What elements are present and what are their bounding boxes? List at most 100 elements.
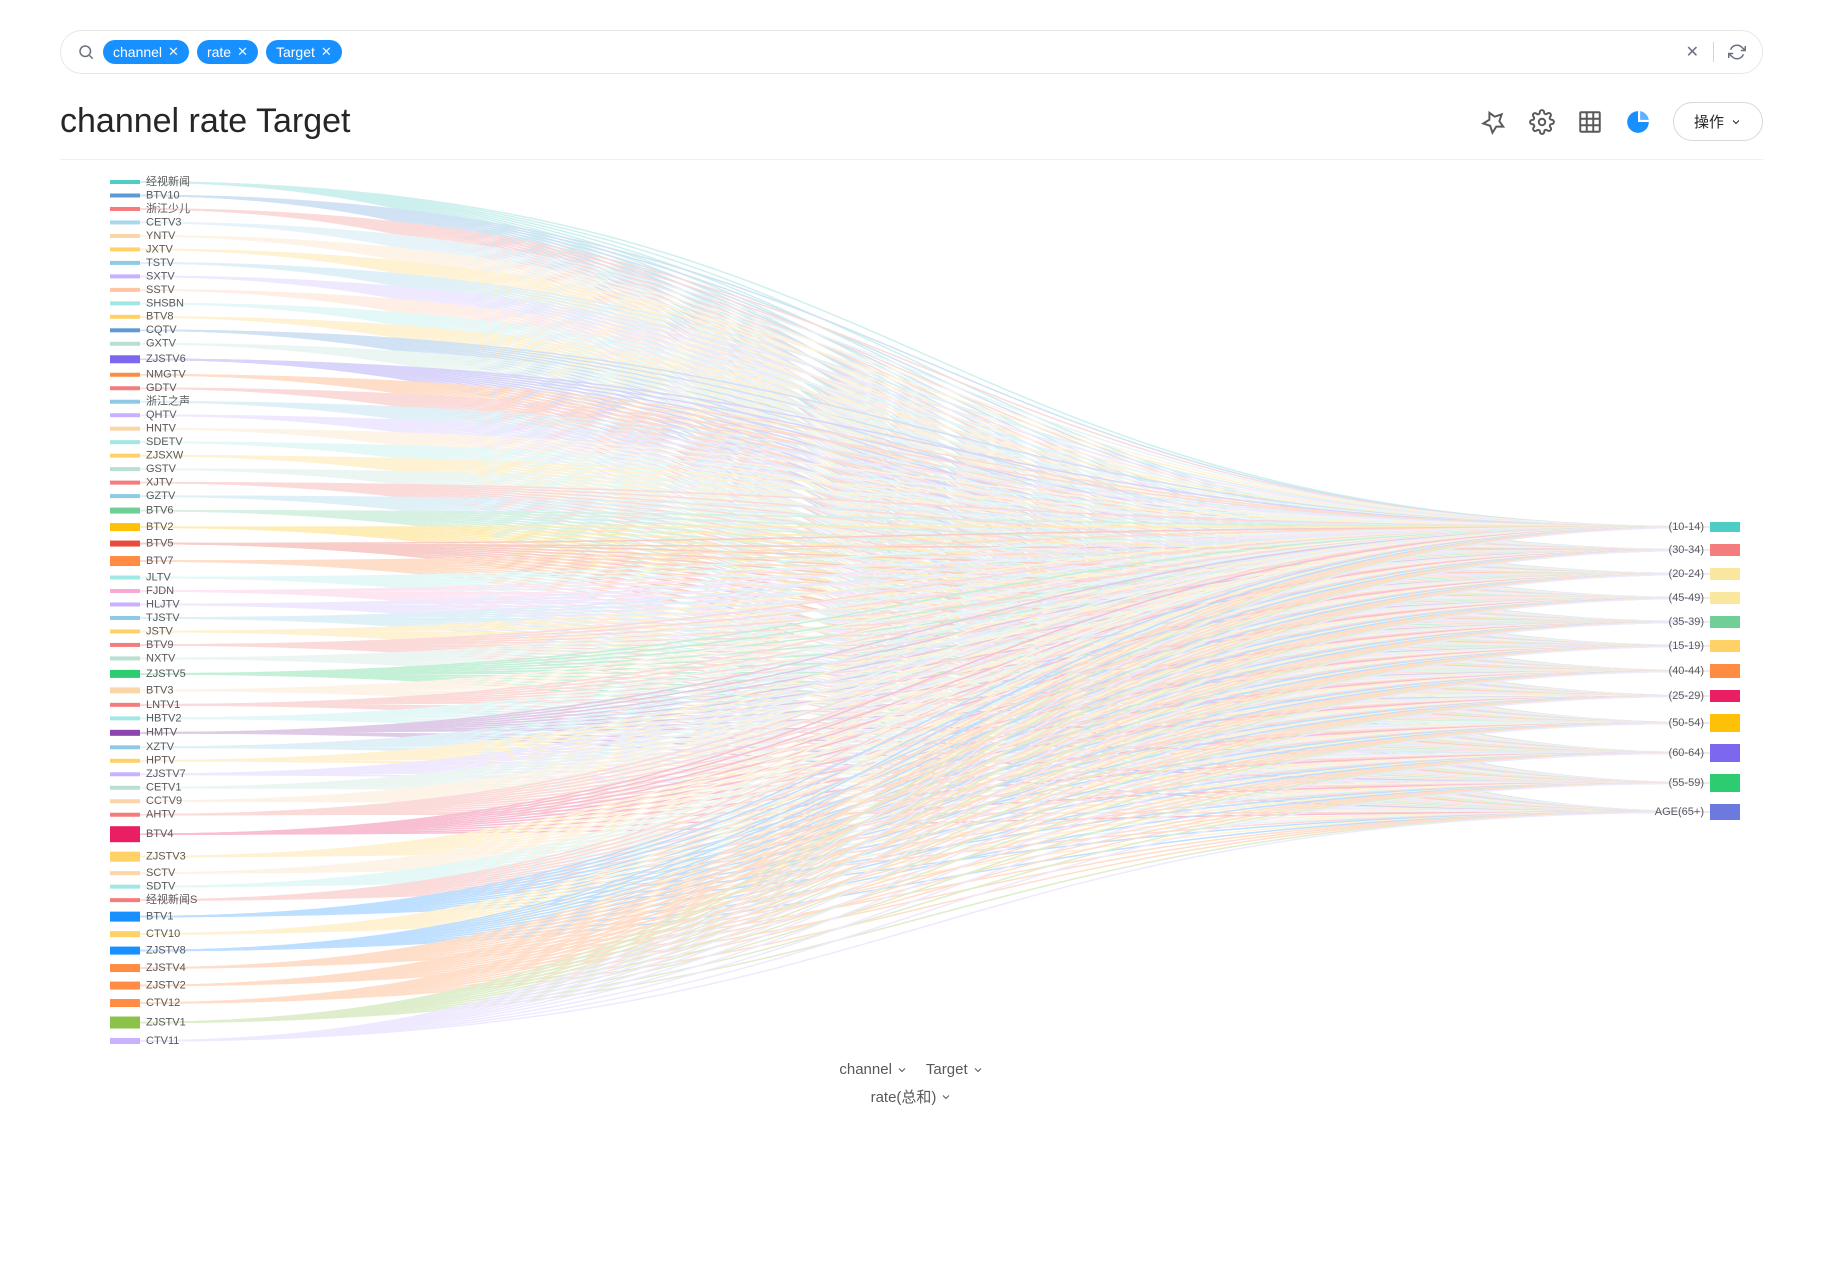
- search-bar[interactable]: channel ✕ rate ✕ Target ✕ ✕: [60, 30, 1763, 74]
- svg-text:(10-14): (10-14): [1669, 521, 1704, 533]
- svg-text:HPTV: HPTV: [146, 755, 176, 767]
- svg-text:QHTV: QHTV: [146, 409, 177, 421]
- close-icon[interactable]: ✕: [321, 44, 332, 60]
- tag-label: Target: [276, 44, 315, 60]
- axis-label-text: Target: [926, 1061, 968, 1078]
- svg-text:YNTV: YNTV: [146, 230, 176, 242]
- svg-text:AGE(65+): AGE(65+): [1655, 806, 1704, 818]
- svg-text:HMTV: HMTV: [146, 727, 178, 739]
- axis-labels: channel Target rate(总和): [60, 1061, 1763, 1107]
- svg-text:GZTV: GZTV: [146, 490, 176, 502]
- svg-text:经视新闻S: 经视新闻S: [146, 892, 197, 906]
- action-label: 操作: [1694, 111, 1724, 132]
- svg-text:BTV2: BTV2: [146, 521, 174, 533]
- chevron-down-icon: [1730, 116, 1742, 128]
- svg-text:CTV11: CTV11: [146, 1035, 179, 1047]
- axis-measure-rate[interactable]: rate(总和): [871, 1086, 953, 1107]
- svg-text:NMGTV: NMGTV: [146, 369, 186, 381]
- axis-label-text: channel: [839, 1061, 892, 1078]
- axis-dim-target[interactable]: Target: [926, 1061, 984, 1078]
- svg-text:(45-49): (45-49): [1669, 592, 1704, 604]
- svg-text:XZTV: XZTV: [146, 741, 175, 753]
- refresh-icon[interactable]: [1728, 43, 1746, 61]
- svg-text:CTV12: CTV12: [146, 997, 180, 1009]
- tag-channel[interactable]: channel ✕: [103, 40, 189, 64]
- svg-text:HLJTV: HLJTV: [146, 598, 180, 610]
- chevron-down-icon: [940, 1091, 952, 1103]
- page-title: channel rate Target: [60, 102, 350, 141]
- svg-text:SDETV: SDETV: [146, 436, 183, 448]
- table-icon[interactable]: [1577, 109, 1603, 135]
- svg-text:SDTV: SDTV: [146, 881, 176, 893]
- svg-text:(60-64): (60-64): [1669, 747, 1704, 759]
- svg-text:(25-29): (25-29): [1669, 690, 1704, 702]
- toolbar: 操作: [1481, 102, 1763, 141]
- action-button[interactable]: 操作: [1673, 102, 1763, 141]
- svg-text:经视新闻: 经视新闻: [146, 174, 190, 188]
- svg-text:GSTV: GSTV: [146, 463, 177, 475]
- svg-text:浙江之声: 浙江之声: [146, 394, 190, 408]
- pin-icon[interactable]: [1481, 109, 1507, 135]
- svg-text:ZJSTV7: ZJSTV7: [146, 768, 186, 780]
- svg-text:SXTV: SXTV: [146, 270, 175, 282]
- svg-text:JXTV: JXTV: [146, 243, 174, 255]
- svg-text:SHSBN: SHSBN: [146, 297, 184, 309]
- tag-label: rate: [207, 44, 231, 60]
- search-icon: [77, 43, 95, 61]
- svg-text:HBTV2: HBTV2: [146, 712, 181, 724]
- tag-rate[interactable]: rate ✕: [197, 40, 258, 64]
- svg-text:GDTV: GDTV: [146, 382, 177, 394]
- svg-text:BTV10: BTV10: [146, 189, 180, 201]
- svg-text:FJDN: FJDN: [146, 585, 174, 597]
- svg-text:BTV3: BTV3: [146, 684, 174, 696]
- svg-text:SCTV: SCTV: [146, 867, 176, 879]
- svg-text:TSTV: TSTV: [146, 257, 175, 269]
- svg-text:BTV9: BTV9: [146, 639, 174, 651]
- sankey-chart: 经视新闻BTV10浙江少儿CETV3 YNTVJXTV TSTVSXTV SSTVSH…: [60, 172, 1763, 1057]
- chevron-down-icon: [972, 1064, 984, 1076]
- svg-text:CCTV9: CCTV9: [146, 795, 182, 807]
- close-icon[interactable]: ✕: [168, 44, 179, 60]
- axis-dim-channel[interactable]: channel: [839, 1061, 908, 1078]
- search-tags: channel ✕ rate ✕ Target ✕: [103, 40, 1678, 64]
- svg-text:CQTV: CQTV: [146, 324, 177, 336]
- svg-text:JLTV: JLTV: [146, 571, 172, 583]
- svg-text:(40-44): (40-44): [1669, 665, 1704, 677]
- svg-text:ZJSTV3: ZJSTV3: [146, 851, 186, 863]
- svg-text:TJSTV: TJSTV: [146, 612, 180, 624]
- svg-text:XJTV: XJTV: [146, 477, 174, 489]
- chart-icon[interactable]: [1625, 109, 1651, 135]
- svg-text:(20-24): (20-24): [1669, 568, 1704, 580]
- svg-text:(50-54): (50-54): [1669, 717, 1704, 729]
- divider: [60, 159, 1763, 160]
- svg-text:CETV3: CETV3: [146, 216, 181, 228]
- svg-text:BTV5: BTV5: [146, 537, 174, 549]
- tag-target[interactable]: Target ✕: [266, 40, 342, 64]
- svg-text:浙江少儿: 浙江少儿: [146, 202, 190, 215]
- svg-text:BTV8: BTV8: [146, 311, 174, 323]
- tag-label: channel: [113, 44, 162, 60]
- svg-text:ZJSTV2: ZJSTV2: [146, 979, 186, 991]
- svg-text:LNTV1: LNTV1: [146, 699, 180, 711]
- svg-text:CETV1: CETV1: [146, 782, 181, 794]
- gear-icon[interactable]: [1529, 109, 1555, 135]
- svg-text:JSTV: JSTV: [146, 625, 174, 637]
- svg-text:(30-34): (30-34): [1669, 544, 1704, 556]
- svg-text:BTV7: BTV7: [146, 555, 174, 567]
- svg-text:GXTV: GXTV: [146, 338, 177, 350]
- svg-text:(35-39): (35-39): [1669, 616, 1704, 628]
- svg-text:SSTV: SSTV: [146, 284, 175, 296]
- svg-text:ZJSTV6: ZJSTV6: [146, 353, 186, 365]
- svg-text:ZJSXW: ZJSXW: [146, 450, 184, 462]
- svg-text:ZJSTV4: ZJSTV4: [146, 962, 186, 974]
- svg-text:CTV10: CTV10: [146, 928, 180, 940]
- svg-text:(55-59): (55-59): [1669, 777, 1704, 789]
- svg-text:BTV4: BTV4: [146, 828, 174, 840]
- svg-text:ZJSTV1: ZJSTV1: [146, 1016, 186, 1028]
- svg-text:BTV6: BTV6: [146, 504, 174, 516]
- svg-text:AHTV: AHTV: [146, 809, 176, 821]
- clear-button[interactable]: ✕: [1686, 42, 1699, 62]
- svg-text:HNTV: HNTV: [146, 423, 177, 435]
- chevron-down-icon: [896, 1064, 908, 1076]
- close-icon[interactable]: ✕: [237, 44, 248, 60]
